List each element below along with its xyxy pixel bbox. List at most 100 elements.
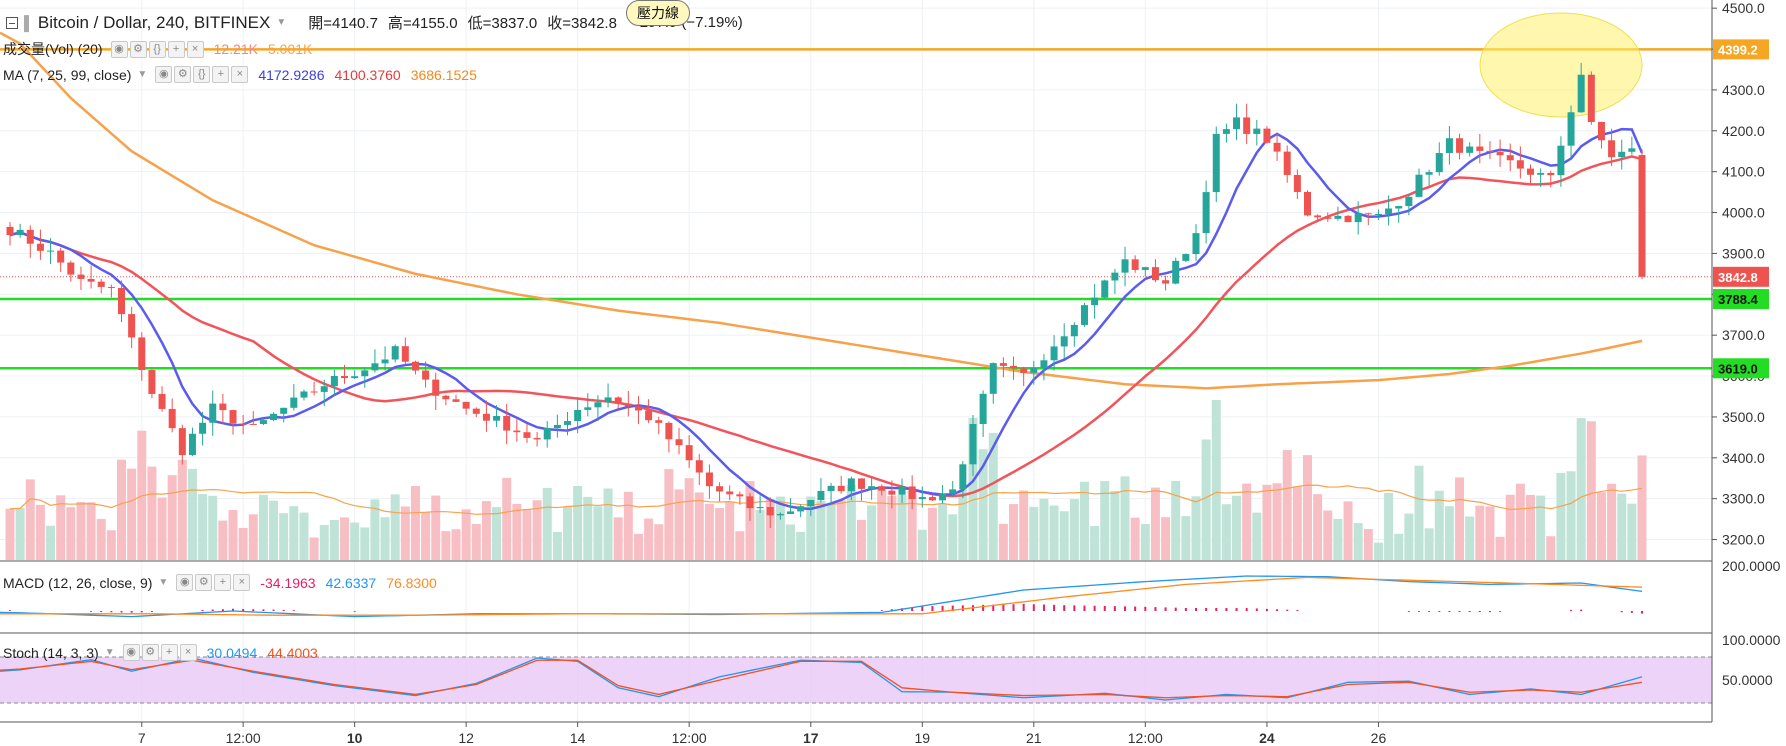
volume-bar xyxy=(532,500,542,560)
resistance-price-tag-bg xyxy=(1713,39,1769,60)
volume-bar xyxy=(1596,492,1606,560)
eye-icon[interactable]: ◉ xyxy=(110,40,128,58)
support-price-tag: 3619.0 xyxy=(1718,361,1758,376)
volume-bar xyxy=(1434,490,1444,560)
chevron-down-icon[interactable]: ▼ xyxy=(137,69,148,80)
volume-bar xyxy=(725,501,735,560)
volume-bar xyxy=(644,518,654,560)
candle-body xyxy=(330,376,338,387)
volume-bar xyxy=(1019,490,1029,560)
plus-icon[interactable]: + xyxy=(212,66,230,83)
candle-body xyxy=(908,486,916,500)
code-icon[interactable]: {} xyxy=(148,40,166,58)
candle-body xyxy=(1192,233,1200,255)
volume-bar xyxy=(613,517,623,560)
volume-bar xyxy=(1404,513,1414,560)
candle-body xyxy=(1415,174,1423,197)
collapse-icon[interactable] xyxy=(6,16,18,29)
candle-body xyxy=(827,485,835,491)
plus-icon[interactable]: + xyxy=(167,40,185,58)
plus-icon[interactable]: + xyxy=(214,574,232,591)
candle-body xyxy=(1303,191,1311,216)
candle-body xyxy=(634,406,642,411)
price-tick-label: 3500.0 xyxy=(1722,409,1765,425)
candle-body xyxy=(868,486,876,489)
candle-body xyxy=(280,407,288,414)
volume-bar xyxy=(35,504,45,560)
code-icon[interactable]: {} xyxy=(193,66,211,83)
candle-body xyxy=(787,511,795,514)
volume-bar xyxy=(25,479,35,560)
volume-bar xyxy=(846,485,856,560)
eye-icon[interactable]: ◉ xyxy=(155,66,173,83)
volume-bar xyxy=(1384,492,1394,560)
volume-bar xyxy=(1079,481,1089,560)
eye-icon[interactable]: ◉ xyxy=(122,644,140,661)
candle-body xyxy=(1476,146,1484,151)
volume-bar xyxy=(958,489,968,560)
candle-body xyxy=(442,395,450,400)
candle-body xyxy=(898,486,906,495)
volume-bar xyxy=(765,499,775,560)
candle-body xyxy=(57,250,65,263)
candle-body xyxy=(999,363,1007,366)
close-icon[interactable]: × xyxy=(231,66,249,83)
price-tick-label: 4000.0 xyxy=(1722,205,1765,221)
volume-bar xyxy=(623,491,633,560)
volume-bar xyxy=(370,499,380,560)
gear-icon[interactable]: ⚙ xyxy=(141,644,159,661)
candle-body xyxy=(1587,74,1595,122)
candle-body xyxy=(310,391,318,393)
volume-bar xyxy=(502,477,512,560)
time-tick-label: 14 xyxy=(570,730,586,746)
volume-bar xyxy=(512,503,522,560)
last-price-tag-bg xyxy=(1713,266,1769,287)
candle-body xyxy=(1354,213,1362,223)
candle-body xyxy=(1070,324,1078,337)
gear-icon[interactable]: ⚙ xyxy=(129,40,147,58)
candle-body xyxy=(614,397,622,404)
candle-body xyxy=(1557,145,1565,176)
close-icon[interactable]: × xyxy=(186,40,204,58)
volume-bar xyxy=(147,466,157,560)
chevron-down-icon[interactable]: ▼ xyxy=(104,647,115,658)
gear-icon[interactable]: ⚙ xyxy=(174,66,192,83)
resistance-callout[interactable]: 壓力線 xyxy=(626,0,690,26)
candle-body xyxy=(928,497,936,501)
stoch-legend: Stoch (14, 3, 3) ▼ ◉ ⚙ + × 30.0494 44.4003 xyxy=(3,644,318,661)
candle-body xyxy=(1263,128,1271,143)
candle-body xyxy=(574,409,582,422)
volume-bar xyxy=(1110,490,1120,560)
eye-icon[interactable]: ◉ xyxy=(176,574,194,591)
candle-body xyxy=(1091,297,1099,306)
volume-bar xyxy=(1161,517,1171,560)
volume-bar xyxy=(390,494,400,560)
candle-body xyxy=(1516,160,1524,169)
volume-bar xyxy=(593,506,603,560)
volume-bar xyxy=(1313,494,1323,560)
gear-icon[interactable]: ⚙ xyxy=(195,574,213,591)
volume-bar xyxy=(441,531,451,560)
plus-icon[interactable]: + xyxy=(160,644,178,661)
volume-bar xyxy=(633,533,643,560)
close-icon[interactable]: × xyxy=(233,574,251,591)
volume-label: 成交量(Vol) (20) xyxy=(3,41,103,57)
candle-body xyxy=(107,286,115,288)
chevron-down-icon[interactable]: ▼ xyxy=(158,577,169,588)
candle-body xyxy=(320,386,328,392)
candle-body xyxy=(138,337,146,371)
chevron-down-icon[interactable]: ▼ xyxy=(276,17,287,28)
candle-body xyxy=(341,376,349,379)
macd-line-value: 42.6337 xyxy=(325,574,377,591)
volume-bar xyxy=(674,489,684,560)
highlight-ellipse[interactable] xyxy=(1479,12,1643,118)
candle-body xyxy=(1111,272,1119,281)
candle-body xyxy=(401,346,409,362)
volume-bar xyxy=(1373,542,1383,560)
price-tick-label: 3700.0 xyxy=(1722,327,1765,343)
volume-bar xyxy=(1566,471,1576,560)
volume-bar xyxy=(56,495,66,560)
close-icon[interactable]: × xyxy=(179,644,197,661)
series-mark-icon: ▌ xyxy=(24,14,34,31)
